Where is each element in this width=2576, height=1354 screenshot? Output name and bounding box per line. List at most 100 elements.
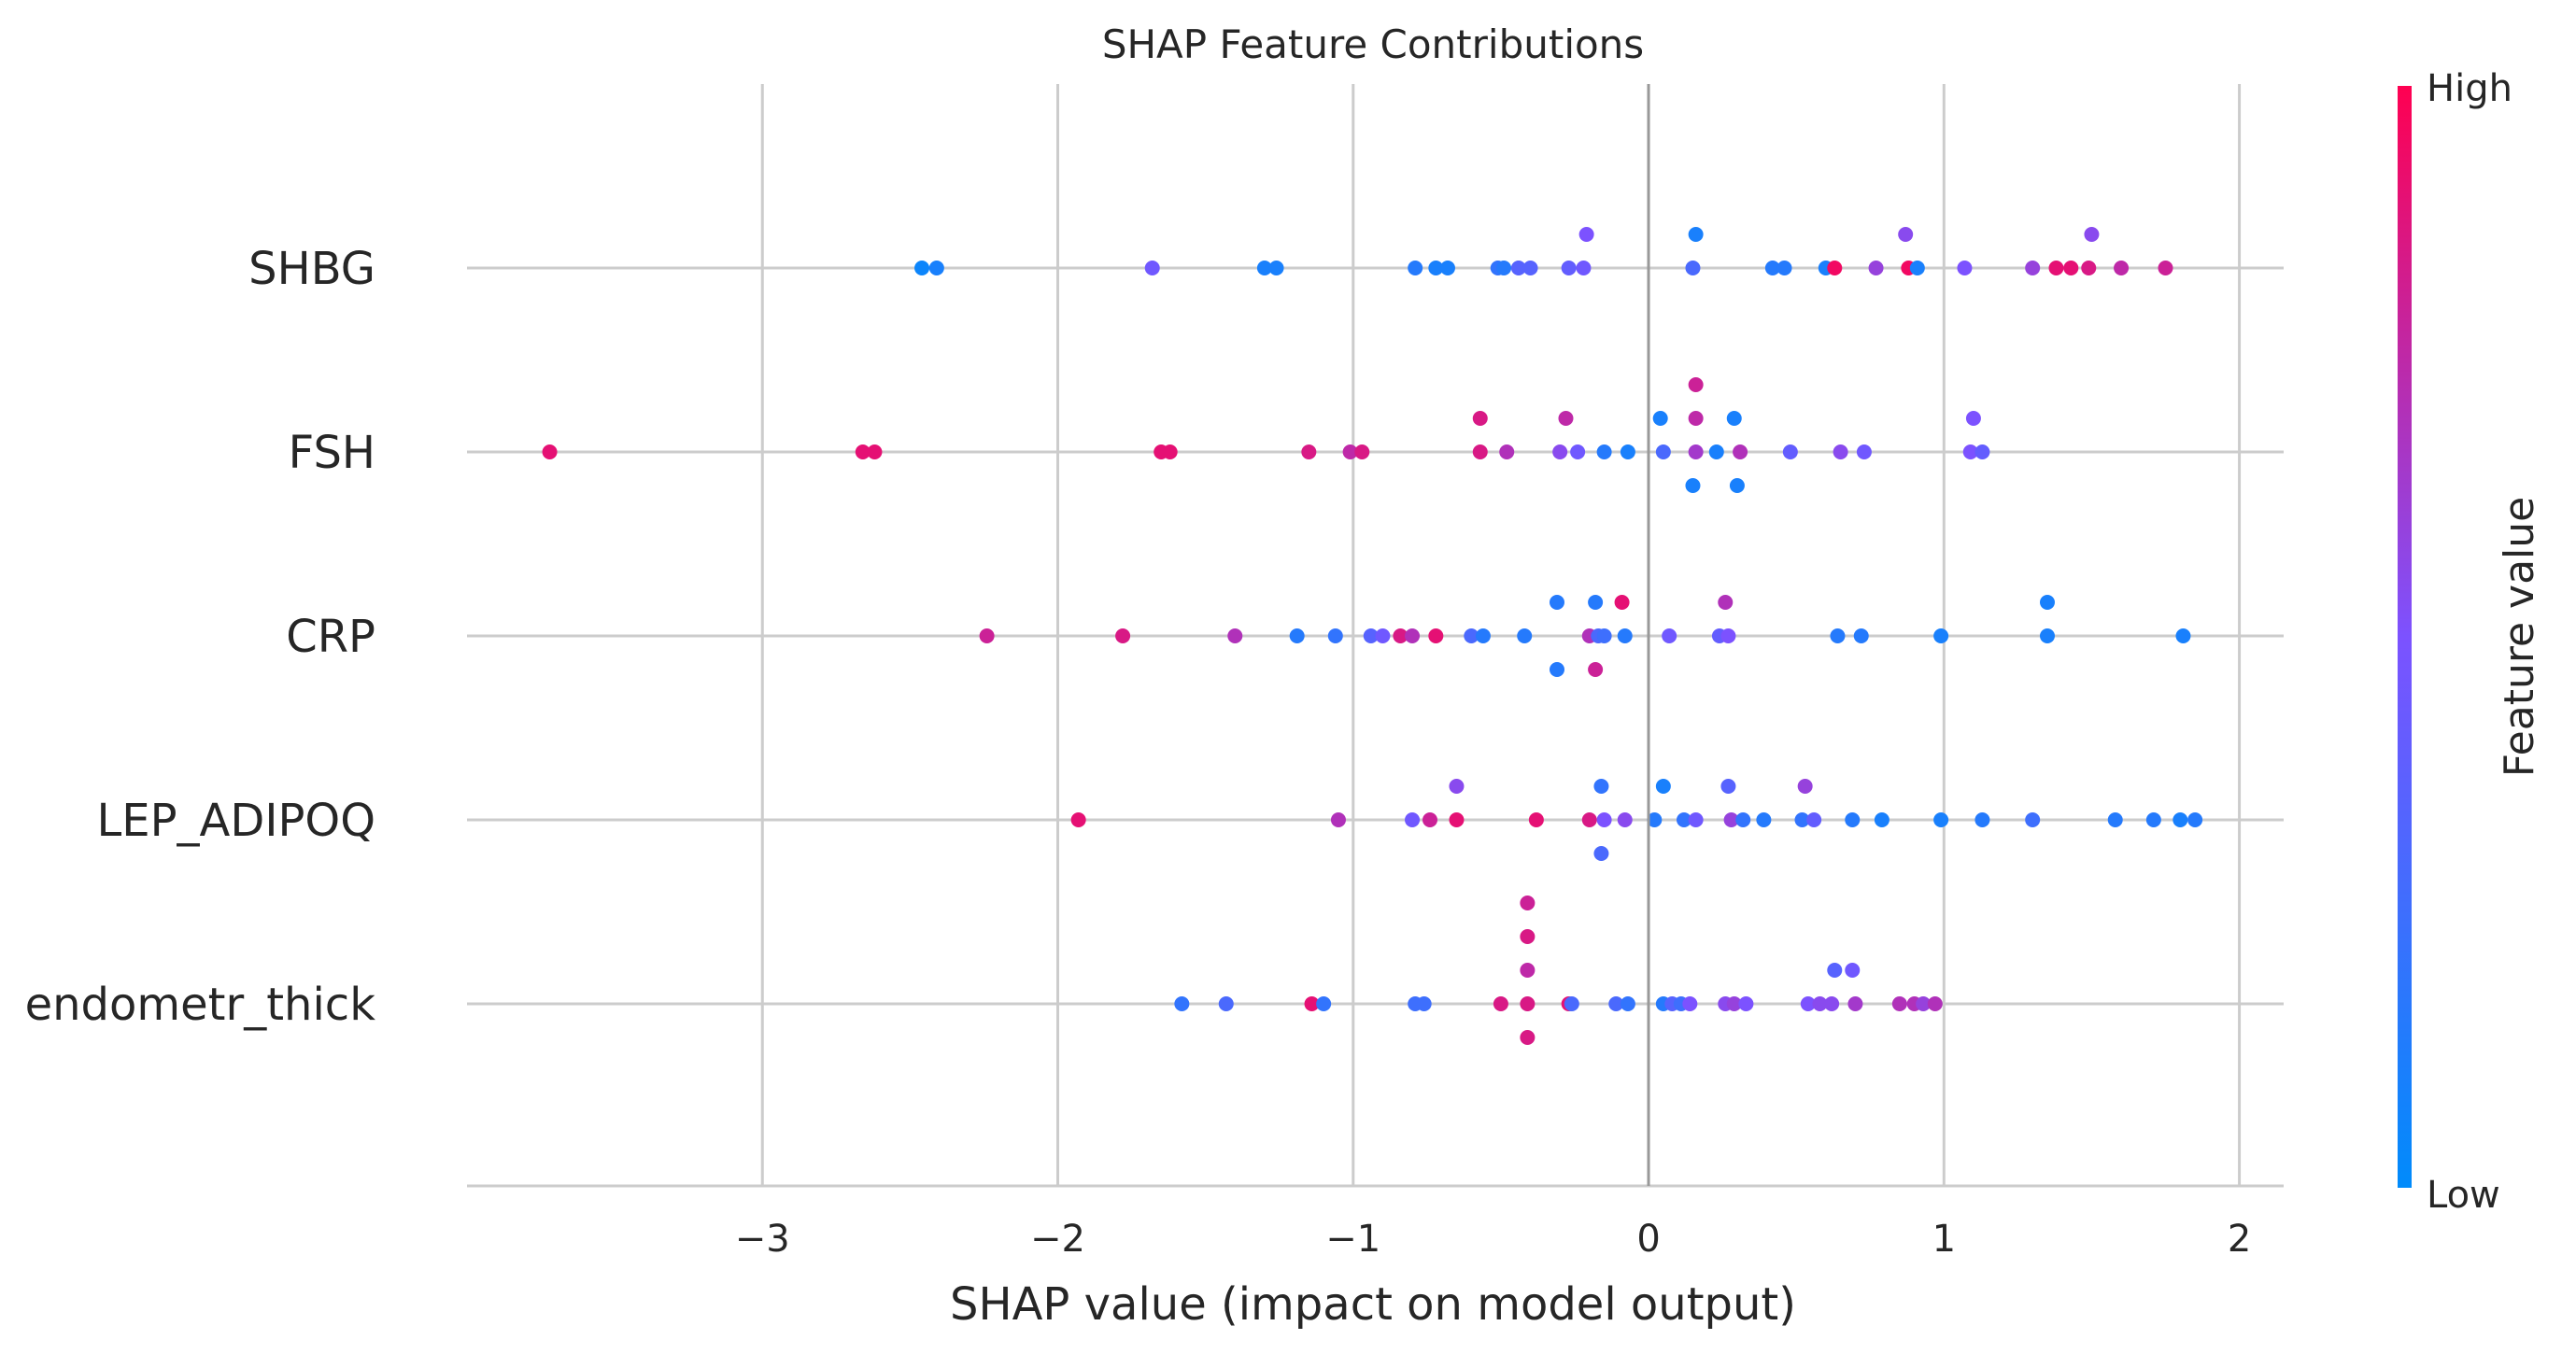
- shap-point: [1449, 779, 1465, 794]
- shap-point: [1581, 812, 1597, 827]
- shap-point: [1472, 411, 1488, 426]
- shap-point: [1957, 261, 1973, 275]
- shap-point: [1688, 227, 1704, 242]
- shap-point: [1578, 227, 1594, 242]
- colorbar: [2398, 86, 2412, 1188]
- shap-point: [2025, 261, 2041, 275]
- shap-point: [1853, 628, 1869, 643]
- shap-point: [1652, 411, 1668, 426]
- shap-point: [1974, 812, 1990, 827]
- colorbar-high-label: High: [2427, 67, 2512, 110]
- shap-point: [1493, 996, 1508, 1011]
- shap-point: [1517, 628, 1533, 643]
- shap-point: [1464, 628, 1479, 643]
- shap-point: [1833, 444, 1848, 459]
- feature-label: endometr_thick: [25, 979, 376, 1031]
- shap-point: [1688, 444, 1704, 459]
- shap-point: [1733, 444, 1748, 459]
- shap-point: [2048, 261, 2064, 275]
- shap-point: [1647, 812, 1663, 827]
- shap-point: [1662, 628, 1677, 643]
- shap-point: [1593, 779, 1609, 794]
- shap-point: [1685, 478, 1701, 493]
- shap-point: [1408, 261, 1423, 275]
- shap-point: [1174, 996, 1190, 1011]
- shap-point: [1510, 261, 1526, 275]
- shap-point: [1330, 812, 1346, 827]
- shap-point: [1405, 628, 1421, 643]
- shap-point: [1738, 996, 1754, 1011]
- feature-label: FSH: [289, 427, 375, 479]
- shap-point: [1520, 1030, 1536, 1045]
- x-tick-label: −2: [1030, 1218, 1085, 1261]
- shap-point: [1800, 996, 1816, 1011]
- shap-point: [1933, 628, 1949, 643]
- shap-point: [979, 628, 995, 643]
- shap-point: [1726, 411, 1742, 426]
- shap-point: [1593, 846, 1609, 861]
- shap-point: [2145, 812, 2161, 827]
- shap-point: [1439, 261, 1455, 275]
- shap-point: [1776, 261, 1792, 275]
- shap-point: [1933, 812, 1949, 827]
- shap-point: [1316, 996, 1332, 1011]
- feature-label: CRP: [286, 611, 375, 663]
- shap-point: [1685, 261, 1701, 275]
- shap-point: [2084, 227, 2100, 242]
- chart-title: SHAP Feature Contributions: [1102, 21, 1644, 67]
- shap-point: [1596, 628, 1612, 643]
- shap-point: [1363, 628, 1379, 643]
- shap-point: [1499, 444, 1515, 459]
- shap-point: [1909, 261, 1925, 275]
- shap-point: [1449, 812, 1465, 827]
- shap-point: [1847, 996, 1863, 1011]
- shap-point: [1520, 929, 1536, 944]
- shap-point: [1735, 812, 1751, 827]
- shap-point: [1845, 812, 1861, 827]
- shap-point: [1794, 812, 1810, 827]
- shap-point: [1682, 996, 1698, 1011]
- shap-point: [1845, 963, 1861, 978]
- shap-point: [1218, 996, 1234, 1011]
- feature-label: SHBG: [248, 243, 375, 295]
- x-tick-label: 2: [2228, 1218, 2251, 1261]
- shap-point: [1552, 444, 1568, 459]
- shap-point: [1550, 662, 1564, 677]
- shap-point: [1806, 812, 1822, 827]
- data-points: [542, 227, 2203, 1045]
- shap-point: [2063, 261, 2079, 275]
- shap-point: [1655, 779, 1671, 794]
- shap-point: [1974, 444, 1990, 459]
- shap-point: [1617, 628, 1633, 643]
- shap-point: [1327, 628, 1343, 643]
- shap-point: [1268, 261, 1284, 275]
- x-tick-label: 1: [1932, 1218, 1956, 1261]
- shap-point: [855, 444, 870, 459]
- shap-point: [1304, 996, 1320, 1011]
- shap-point: [1342, 444, 1358, 459]
- shap-point: [1726, 996, 1742, 1011]
- shap-point: [1720, 779, 1736, 794]
- x-tick-labels: −3 −2 −1 0 1 2: [735, 1218, 2252, 1261]
- shap-point: [1354, 444, 1370, 459]
- shap-point: [1676, 812, 1691, 827]
- shap-point: [1428, 261, 1444, 275]
- shap-point: [1688, 377, 1704, 392]
- shap-point: [1422, 812, 1438, 827]
- x-tick-label: −3: [735, 1218, 790, 1261]
- shap-point: [1916, 996, 1932, 1011]
- shap-point: [1965, 411, 1981, 426]
- x-tick-label: 0: [1636, 1218, 1660, 1261]
- shap-point: [1475, 628, 1491, 643]
- shap-point: [1782, 444, 1798, 459]
- shap-point: [2107, 812, 2123, 827]
- shap-point: [1522, 261, 1538, 275]
- shap-point: [1393, 628, 1408, 643]
- shap-point: [2114, 261, 2130, 275]
- shap-point: [1496, 261, 1512, 275]
- shap-point: [1856, 444, 1872, 459]
- shap-point: [2187, 812, 2203, 827]
- shap-point: [1898, 227, 1914, 242]
- shap-point: [1620, 996, 1635, 1011]
